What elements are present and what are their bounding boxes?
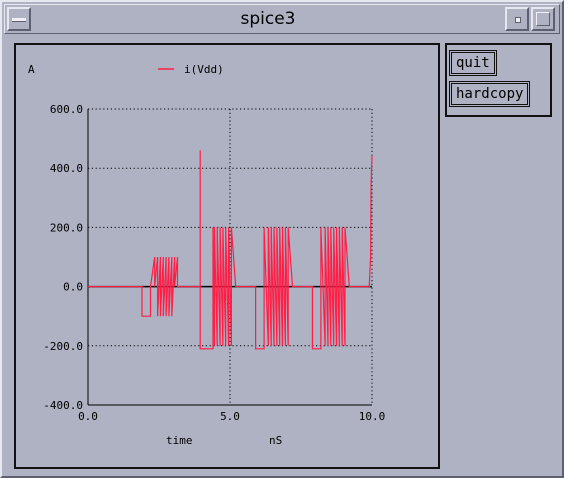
y-tick-label: -200.0 [43, 340, 83, 353]
x-axis-label: time [166, 434, 193, 447]
y-tick-label: 200.0 [50, 221, 83, 234]
minimize-icon [515, 17, 521, 23]
window-menu-button[interactable] [7, 7, 31, 31]
legend: i(Vdd) [158, 63, 224, 76]
y-axis-unit-label: A [28, 63, 35, 76]
y-tick-label: 400.0 [50, 162, 83, 175]
grid [87, 108, 373, 406]
x-tick-label: 10.0 [359, 410, 386, 423]
y-tick-label: 0.0 [63, 281, 83, 294]
y-tick-label: -400.0 [43, 399, 83, 412]
plot-panel: A i(Vdd) 600.0 400.0 200.0 0.0 -200.0 -400.0 … [14, 43, 440, 469]
x-tick-label: 0.0 [78, 410, 98, 423]
window-menu-icon [12, 18, 26, 22]
x-tick-labels: 0.0 5.0 10.0 [78, 410, 385, 423]
x-axis-unit-label: nS [269, 434, 282, 447]
legend-label: i(Vdd) [184, 63, 224, 76]
title-bar[interactable]: spice3 [4, 4, 560, 34]
plot-chart: A i(Vdd) 600.0400.0200.00.0-200.0-400.0 … [28, 63, 385, 447]
x-tick-label: 5.0 [220, 410, 240, 423]
quit-button[interactable]: quit [449, 50, 497, 76]
maximize-button[interactable] [531, 7, 555, 31]
hardcopy-button[interactable]: hardcopy [448, 81, 531, 107]
y-tick-labels: 600.0 400.0 200.0 0.0 -200.0 -400.0 [43, 103, 83, 412]
series-line-i-vdd [88, 150, 373, 350]
maximize-icon [536, 12, 550, 26]
window-title: spice3 [240, 9, 296, 29]
minimize-button[interactable] [505, 7, 529, 31]
y-tick-label: 600.0 [50, 103, 83, 116]
command-button-panel: quit hardcopy [445, 43, 552, 117]
